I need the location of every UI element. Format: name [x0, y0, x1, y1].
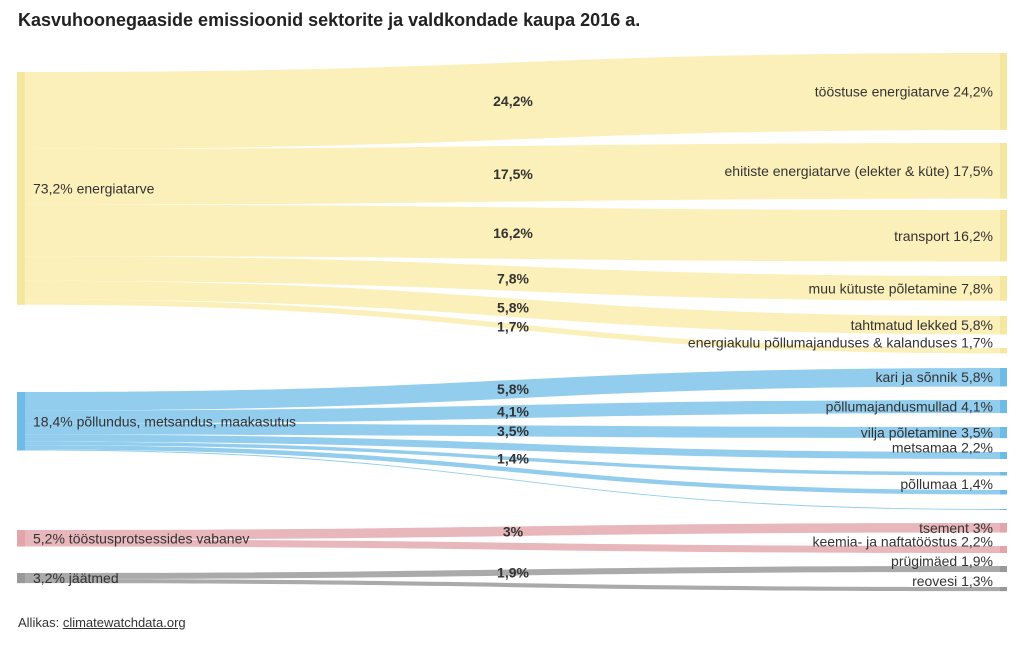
flow-link	[25, 204, 1000, 262]
flow-value-label: 1,4%	[497, 451, 529, 467]
flow-value-label: 5,8%	[497, 300, 529, 316]
flow-link	[25, 445, 1000, 495]
flow-link	[25, 256, 1000, 301]
flow-value-label: 3,5%	[497, 423, 529, 439]
source-node	[17, 530, 25, 547]
flow-link	[25, 449, 1000, 510]
target-label: vilja põletamine 3,5%	[861, 425, 993, 441]
source-label: 73,2% energiatarve	[33, 180, 155, 196]
source-note: Allikas: climatewatchdata.org	[18, 615, 186, 630]
target-node	[1000, 348, 1007, 354]
target-label: tööstuse energiatarve 24,2%	[815, 83, 993, 99]
flow-link	[25, 143, 1000, 205]
flow-link	[25, 400, 1000, 424]
chart-title: Kasvuhoonegaaside emissioonid sektorite …	[18, 10, 641, 30]
target-node	[1000, 523, 1007, 533]
target-node	[1000, 566, 1007, 573]
target-node	[1000, 53, 1007, 130]
target-label: energiakulu põllumajanduses & kalanduses…	[688, 335, 993, 351]
flow-value-label: 3%	[503, 523, 524, 539]
flow-link	[25, 368, 1000, 411]
target-node	[1000, 276, 1007, 301]
flow-value-label: 16,2%	[493, 225, 533, 241]
target-node	[1000, 427, 1007, 439]
flow-value-label: 17,5%	[493, 166, 533, 182]
target-label: keemia- ja naftatööstus 2,2%	[812, 533, 993, 549]
target-label: põllumaa 1,4%	[900, 476, 993, 492]
flow-link	[25, 434, 1000, 459]
target-label: ehitiste energiatarve (elekter & küte) 1…	[725, 163, 993, 179]
flow-value-label: 4,1%	[497, 404, 529, 420]
target-node	[1000, 472, 1007, 476]
target-node	[1000, 400, 1007, 414]
target-label: muu kütuste põletamine 7,8%	[809, 280, 993, 296]
flow-link	[25, 53, 1000, 149]
target-label: reovesi 1,3%	[912, 573, 993, 589]
target-label: metsamaa 2,2%	[892, 439, 993, 455]
target-label: põllumajandusmullad 4,1%	[826, 399, 993, 415]
flow-link	[25, 539, 1000, 553]
flow-link	[25, 299, 1000, 354]
source-node	[17, 72, 25, 305]
flow-link	[25, 423, 1000, 439]
source-label: 3,2% jäätmed	[33, 570, 119, 586]
target-node	[1000, 210, 1007, 262]
target-node	[1000, 546, 1007, 553]
target-node	[1000, 143, 1007, 199]
source-node	[17, 573, 25, 584]
target-node	[1000, 368, 1007, 387]
flow-value-label: 5,8%	[497, 381, 529, 397]
source-label: 18,4% põllundus, metsandus, maakasutus	[33, 413, 296, 429]
target-label: prügimäed 1,9%	[891, 553, 993, 569]
target-node	[1000, 316, 1007, 335]
target-node	[1000, 509, 1007, 510]
source-label: Allikas:	[18, 615, 60, 630]
target-label: tahtmatud lekked 5,8%	[851, 317, 993, 333]
flow-link	[25, 579, 1000, 592]
target-node	[1000, 587, 1007, 592]
target-node	[1000, 490, 1007, 495]
flow-link	[25, 566, 1000, 580]
flow-value-label: 7,8%	[497, 270, 529, 286]
flow-link	[25, 441, 1000, 476]
flow-link	[25, 280, 1000, 335]
target-node	[1000, 452, 1007, 459]
flow-value-label: 1,7%	[497, 318, 529, 334]
source-label: 5,2% tööstusprotsessides vabanev	[33, 530, 249, 546]
flow-value-label: 24,2%	[493, 93, 533, 109]
source-link[interactable]: climatewatchdata.org	[62, 615, 186, 630]
target-label: transport 16,2%	[894, 228, 993, 244]
flow-value-label: 1,9%	[497, 565, 529, 581]
target-label: tsement 3%	[919, 520, 993, 536]
target-label: kari ja sõnnik 5,8%	[875, 369, 993, 385]
source-node	[17, 392, 25, 451]
flow-link	[25, 523, 1000, 540]
